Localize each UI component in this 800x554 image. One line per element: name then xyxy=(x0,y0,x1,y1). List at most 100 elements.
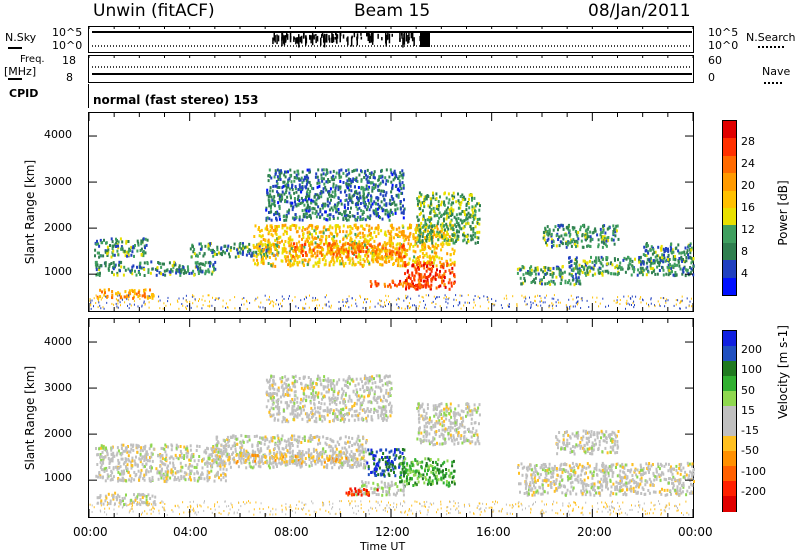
echo-cell xyxy=(361,242,364,246)
echo-cell xyxy=(427,267,430,271)
echo-cell xyxy=(446,243,449,247)
echo-cell xyxy=(112,267,115,271)
echo-cell xyxy=(362,454,365,458)
echo-cell xyxy=(273,200,276,204)
echo-cell xyxy=(367,191,370,195)
echo-cell xyxy=(597,245,600,249)
echo-cell xyxy=(557,228,559,232)
echo-cell xyxy=(121,240,124,244)
ground-scatter-cell xyxy=(313,299,315,302)
colorbar-segment xyxy=(723,466,736,482)
echo-cell xyxy=(388,260,391,263)
echo-cell xyxy=(311,235,314,239)
echo-cell xyxy=(348,249,351,252)
ground-scatter-cell xyxy=(546,294,547,297)
echo-cell xyxy=(206,464,209,468)
ground-scatter-cell xyxy=(660,297,662,299)
echo-cell xyxy=(126,463,129,467)
echo-cell xyxy=(448,235,451,239)
echo-cell xyxy=(127,454,130,458)
echo-cell xyxy=(299,465,302,469)
echo-cell xyxy=(438,273,441,277)
echo-cell xyxy=(352,244,355,248)
echo-cell xyxy=(149,271,152,275)
ground-scatter-cell xyxy=(294,296,296,299)
echo-cell xyxy=(213,447,216,451)
echo-cell xyxy=(360,244,363,248)
echo-cell xyxy=(604,269,607,273)
echo-cell xyxy=(170,455,173,459)
echo-cell xyxy=(182,475,185,479)
echo-cell xyxy=(434,233,437,237)
ground-scatter-cell xyxy=(428,294,429,297)
echo-cell xyxy=(198,445,201,448)
echo-cell xyxy=(585,238,587,242)
echo-cell xyxy=(390,195,393,198)
ground-scatter-cell xyxy=(509,305,510,308)
ground-scatter-cell xyxy=(105,295,107,298)
echo-cell xyxy=(407,242,410,246)
echo-cell xyxy=(197,269,200,273)
echo-cell xyxy=(398,181,401,185)
echo-cell xyxy=(400,233,403,237)
ground-scatter-cell xyxy=(328,305,330,308)
echo-cell xyxy=(692,257,695,260)
ground-scatter-cell xyxy=(445,300,447,303)
echo-cell xyxy=(260,235,263,239)
echo-cell xyxy=(403,255,406,259)
ground-scatter-cell xyxy=(300,299,302,302)
echo-cell xyxy=(546,282,549,285)
echo-cell xyxy=(662,273,665,277)
echo-cell xyxy=(175,477,178,481)
echo-cell xyxy=(320,177,323,180)
echo-cell xyxy=(340,213,343,217)
colorbar-segment xyxy=(723,496,736,512)
echo-cell xyxy=(377,184,380,188)
ground-scatter-cell xyxy=(569,307,571,310)
echo-cell xyxy=(325,188,328,192)
ground-scatter-cell xyxy=(524,295,526,298)
echo-cell xyxy=(388,214,391,218)
echo-cell xyxy=(534,266,537,270)
echo-cell xyxy=(105,241,107,245)
echo-cell xyxy=(170,268,173,272)
echo-cell xyxy=(640,268,643,272)
echo-cell xyxy=(122,472,125,476)
echo-cell xyxy=(418,264,421,268)
echo-cell xyxy=(434,245,436,249)
echo-cell xyxy=(369,251,372,255)
echo-cell xyxy=(142,237,145,241)
echo-cell xyxy=(424,245,427,249)
echo-cell xyxy=(292,254,294,258)
echo-cell xyxy=(396,284,398,288)
echo-cell xyxy=(340,175,343,179)
echo-cell xyxy=(330,251,333,255)
echo-cell xyxy=(401,264,404,268)
echo-cell xyxy=(283,243,286,247)
echo-cell xyxy=(388,175,391,179)
echo-cell xyxy=(456,237,459,240)
echo-cell xyxy=(546,243,549,247)
echo-cell xyxy=(377,243,380,247)
ground-scatter-cell xyxy=(207,294,209,297)
ground-scatter-cell xyxy=(204,299,206,302)
echo-cell xyxy=(207,261,210,265)
echo-cell xyxy=(110,453,113,456)
echo-cell xyxy=(424,197,426,201)
echo-cell xyxy=(273,175,276,179)
echo-cell xyxy=(391,197,394,201)
echo-cell xyxy=(667,253,670,257)
echo-cell xyxy=(662,268,665,272)
echo-cell xyxy=(206,479,209,483)
echo-cell xyxy=(375,259,378,263)
echo-cell xyxy=(372,172,375,176)
echo-cell xyxy=(139,452,142,456)
echo-cell xyxy=(402,235,405,239)
ground-scatter-cell xyxy=(565,304,567,307)
echo-cell xyxy=(234,255,237,259)
echo-cell xyxy=(413,255,416,259)
ground-scatter-cell xyxy=(487,307,489,310)
echo-cell xyxy=(179,445,182,448)
echo-cell xyxy=(270,204,272,208)
echo-cell xyxy=(276,249,279,253)
